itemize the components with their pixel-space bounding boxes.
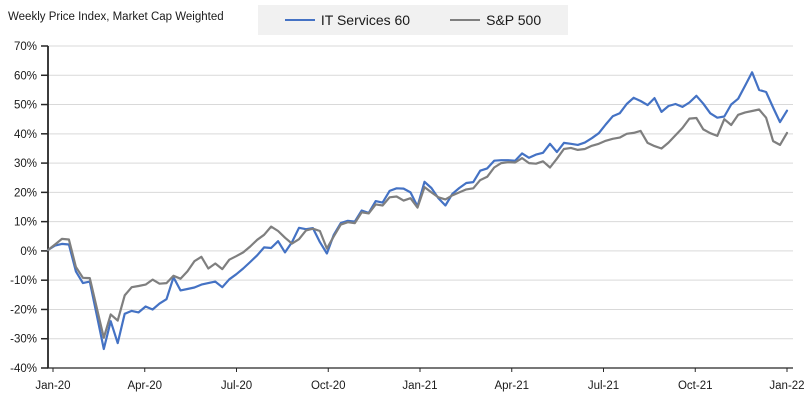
legend-item-sp500: S&P 500 xyxy=(450,12,541,28)
line-swatch-gray-icon xyxy=(450,19,481,21)
y-axis-tick-label: 10% xyxy=(14,217,37,229)
legend-item-it-services: IT Services 60 xyxy=(284,12,411,28)
line-swatch-blue-icon xyxy=(284,19,315,21)
y-axis-tick-label: 0% xyxy=(20,246,37,258)
x-axis-tick-label: Apr-20 xyxy=(127,380,162,392)
y-axis-tick-label: 50% xyxy=(14,100,37,112)
x-axis-tick-label: Jan-21 xyxy=(402,380,437,392)
series-line-it-services-60 xyxy=(46,71,789,351)
y-axis-tick-label: 20% xyxy=(14,187,37,199)
x-axis-tick-label: Jul-21 xyxy=(588,380,619,392)
y-axis-tick-label: 30% xyxy=(14,158,37,170)
y-axis-tick-label: 40% xyxy=(14,129,37,141)
y-axis-tick-label: -20% xyxy=(10,304,37,316)
y-axis-tick-label: -30% xyxy=(10,334,37,346)
x-axis-tick-label: Jan-20 xyxy=(35,380,70,392)
x-axis-tick-label: Oct-20 xyxy=(311,380,346,392)
x-axis-tick-label: Jul-20 xyxy=(221,380,252,392)
y-axis-tick-label: 60% xyxy=(14,70,37,82)
y-axis-tick-label: -10% xyxy=(10,275,37,287)
y-axis-tick-label: -40% xyxy=(10,363,37,375)
legend: IT Services 60 S&P 500 xyxy=(258,5,568,35)
y-axis-tick-label: 70% xyxy=(14,41,37,53)
x-axis-tick-label: Apr-21 xyxy=(494,380,529,392)
x-axis-tick-label: Jan-22 xyxy=(769,380,804,392)
series-line-sp-500 xyxy=(46,108,789,339)
legend-label: IT Services 60 xyxy=(320,12,411,28)
legend-label: S&P 500 xyxy=(486,12,542,28)
x-axis-tick-label: Oct-21 xyxy=(678,380,713,392)
chart-title: Weekly Price Index, Market Cap Weighted xyxy=(8,11,224,23)
